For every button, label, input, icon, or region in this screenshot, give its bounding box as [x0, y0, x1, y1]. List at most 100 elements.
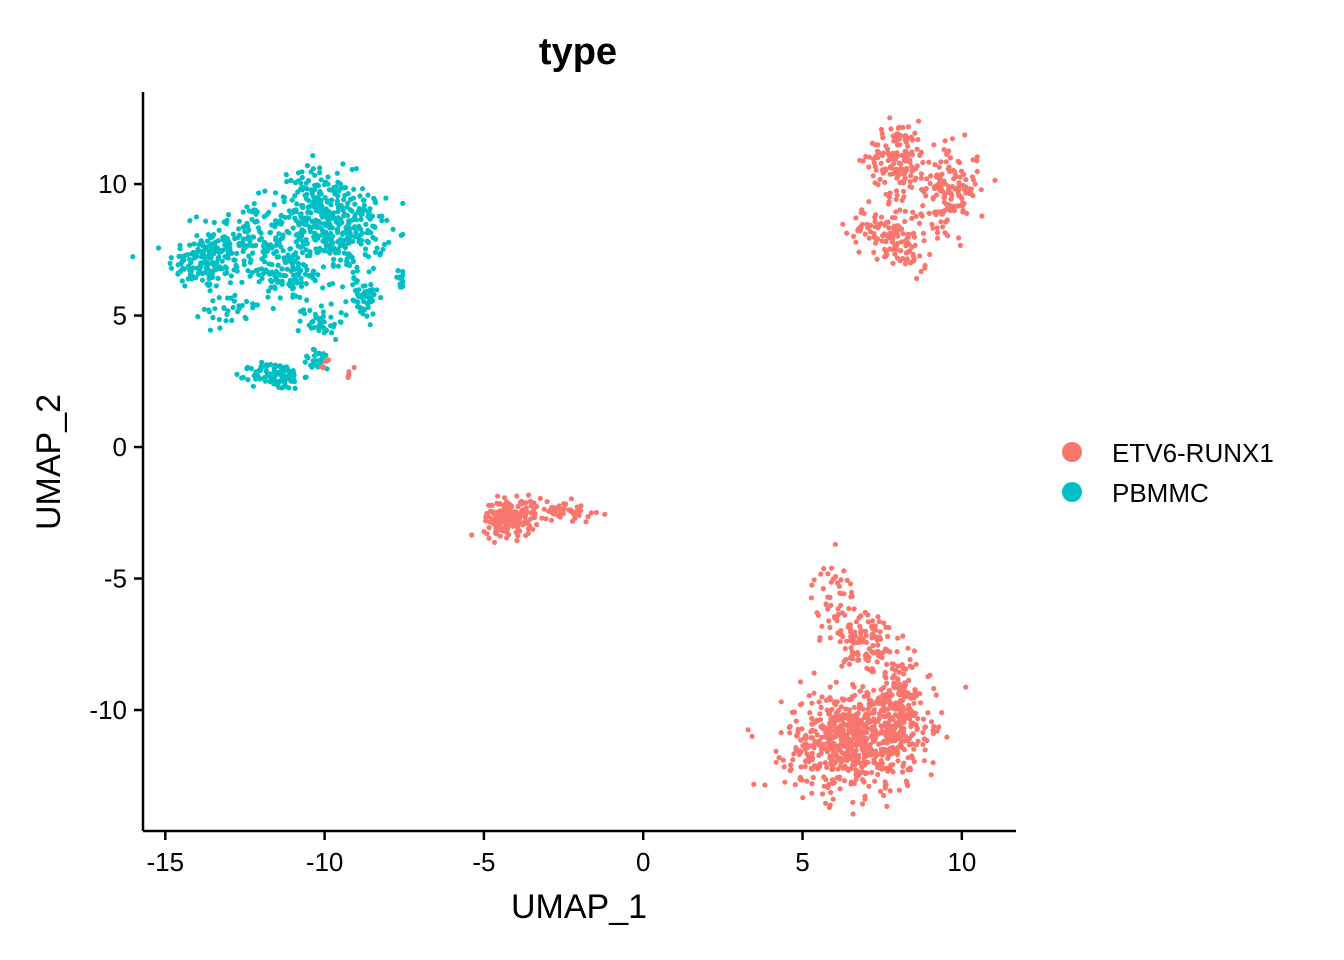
point-etv6-runx1: [918, 211, 924, 217]
point-pbmmc: [259, 266, 265, 272]
point-etv6-runx1: [881, 620, 887, 626]
point-etv6-runx1: [932, 209, 938, 216]
point-etv6-runx1: [879, 730, 886, 736]
point-pbmmc: [356, 205, 362, 212]
point-etv6-runx1: [899, 152, 905, 159]
point-etv6-runx1: [809, 582, 815, 588]
point-pbmmc: [346, 240, 352, 246]
point-pbmmc: [187, 267, 193, 273]
point-etv6-runx1: [514, 493, 520, 499]
point-pbmmc: [228, 295, 234, 301]
point-etv6-runx1: [800, 795, 806, 801]
point-etv6-runx1: [906, 742, 913, 748]
point-pbmmc: [290, 264, 296, 270]
point-etv6-runx1: [788, 762, 794, 768]
point-etv6-runx1: [525, 526, 532, 532]
point-pbmmc: [260, 270, 267, 276]
point-pbmmc: [213, 260, 220, 266]
point-pbmmc: [335, 229, 341, 235]
point-pbmmc: [365, 192, 371, 198]
point-pbmmc: [343, 299, 349, 305]
point-etv6-runx1: [857, 623, 863, 630]
point-pbmmc: [350, 258, 356, 264]
point-etv6-runx1: [890, 731, 896, 738]
point-pbmmc: [353, 229, 359, 235]
point-etv6-runx1: [878, 687, 884, 693]
point-etv6-runx1: [828, 716, 834, 722]
point-pbmmc: [351, 275, 357, 282]
point-etv6-runx1: [835, 606, 841, 612]
point-pbmmc: [328, 301, 334, 307]
point-etv6-runx1: [882, 694, 888, 700]
point-pbmmc: [210, 314, 216, 321]
point-etv6-runx1: [793, 718, 799, 724]
point-etv6-runx1: [934, 728, 940, 734]
point-etv6-runx1: [890, 661, 897, 668]
point-etv6-runx1: [920, 729, 926, 736]
point-etv6-runx1: [828, 602, 834, 609]
point-pbmmc: [279, 278, 285, 284]
point-pbmmc: [185, 263, 192, 269]
point-pbmmc: [294, 201, 300, 207]
point-pbmmc: [307, 307, 313, 313]
point-etv6-runx1: [509, 509, 515, 515]
point-etv6-runx1: [872, 240, 879, 246]
point-pbmmc: [374, 245, 380, 251]
point-pbmmc: [288, 177, 294, 183]
point-pbmmc: [262, 188, 268, 194]
point-pbmmc: [200, 260, 206, 266]
point-etv6-runx1: [903, 666, 909, 672]
point-etv6-runx1: [491, 539, 498, 546]
point-pbmmc: [303, 281, 309, 287]
point-pbmmc: [319, 214, 326, 220]
point-pbmmc: [239, 279, 245, 285]
point-etv6-runx1: [945, 166, 951, 172]
point-pbmmc: [130, 254, 136, 260]
point-pbmmc: [245, 377, 251, 383]
point-etv6-runx1: [857, 688, 863, 694]
point-etv6-runx1: [873, 730, 879, 736]
point-etv6-runx1: [878, 761, 884, 767]
point-etv6-runx1: [804, 751, 810, 757]
point-etv6-runx1: [495, 493, 501, 499]
point-pbmmc: [247, 259, 253, 265]
point-etv6-runx1: [841, 736, 847, 743]
point-pbmmc: [318, 357, 324, 363]
point-pbmmc: [257, 228, 263, 235]
point-pbmmc: [248, 366, 254, 372]
point-etv6-runx1: [537, 495, 543, 501]
point-pbmmc: [263, 364, 269, 370]
point-etv6-runx1: [906, 735, 913, 742]
point-etv6-runx1: [905, 755, 911, 761]
point-etv6-runx1: [908, 720, 914, 726]
point-etv6-runx1: [543, 516, 549, 522]
point-etv6-runx1: [881, 713, 887, 719]
point-etv6-runx1: [883, 191, 889, 197]
point-pbmmc: [221, 305, 227, 311]
point-pbmmc: [196, 242, 202, 248]
point-etv6-runx1: [551, 510, 558, 516]
point-etv6-runx1: [895, 676, 901, 682]
point-etv6-runx1: [904, 165, 910, 171]
point-pbmmc: [315, 351, 321, 357]
point-pbmmc: [250, 250, 256, 256]
point-etv6-runx1: [850, 799, 856, 805]
point-etv6-runx1: [486, 525, 492, 531]
point-pbmmc: [240, 239, 246, 245]
point-etv6-runx1: [892, 712, 899, 718]
point-etv6-runx1: [854, 757, 860, 764]
point-pbmmc: [341, 213, 347, 219]
point-etv6-runx1: [884, 661, 890, 668]
point-etv6-runx1: [819, 694, 825, 700]
point-pbmmc: [309, 364, 315, 370]
point-etv6-runx1: [911, 759, 917, 765]
point-pbmmc: [245, 268, 251, 274]
point-etv6-runx1: [888, 704, 894, 711]
point-pbmmc: [360, 186, 366, 192]
point-pbmmc: [251, 201, 257, 207]
point-pbmmc: [379, 218, 385, 224]
point-etv6-runx1: [812, 740, 819, 746]
point-pbmmc: [374, 287, 380, 293]
legend-label-pbmmc: PBMMC: [1112, 478, 1209, 508]
point-etv6-runx1: [841, 696, 847, 703]
